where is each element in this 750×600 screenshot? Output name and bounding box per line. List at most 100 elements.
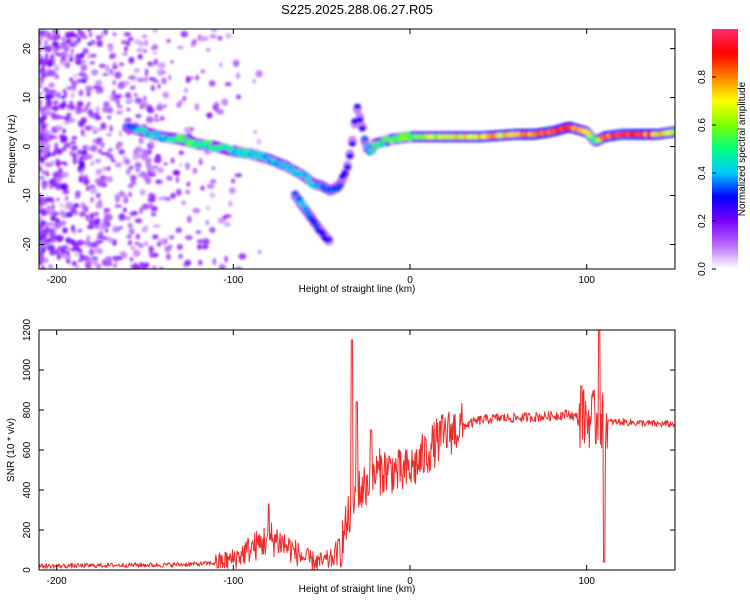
y-tick-label: 1000 bbox=[22, 358, 33, 381]
heatmap-noise-cell bbox=[157, 83, 161, 89]
secondary-track-cell bbox=[304, 210, 312, 216]
heatmap-noise-cell bbox=[45, 145, 51, 153]
heatmap-noise-cell bbox=[66, 112, 72, 117]
heatmap-noise-cell bbox=[103, 208, 111, 213]
secondary-track-cell bbox=[313, 223, 320, 229]
y-tick-label: 1200 bbox=[22, 318, 33, 341]
heatmap-noise-cell bbox=[78, 176, 83, 183]
heatmap-noise-cell bbox=[39, 123, 42, 130]
heatmap-noise-cell bbox=[138, 40, 145, 47]
heatmap-noise-cell bbox=[96, 180, 104, 187]
heatmap-noise-cell bbox=[47, 196, 54, 203]
heatmap-noise-cell bbox=[82, 47, 89, 55]
heatmap-noise-cell bbox=[90, 161, 94, 166]
signal-track-cell bbox=[153, 130, 161, 136]
heatmap-noise-cell bbox=[76, 248, 83, 254]
heatmap-noise-cell bbox=[152, 29, 158, 33]
heatmap-noise-cell bbox=[90, 125, 97, 131]
heatmap-noise-cell bbox=[162, 91, 169, 99]
heatmap-noise-cell bbox=[123, 216, 131, 221]
heatmap-noise-cell bbox=[79, 155, 83, 163]
heatmap-noise-cell bbox=[170, 60, 174, 64]
heatmap-noise-cell bbox=[100, 31, 104, 39]
heatmap-noise-cell bbox=[123, 207, 127, 213]
heatmap-noise-cell bbox=[106, 166, 111, 171]
heatmap-noise-cell bbox=[140, 154, 148, 161]
heatmap-noise-cell bbox=[62, 227, 68, 234]
heatmap-noise-cell bbox=[42, 106, 46, 111]
heatmap-noise-cell bbox=[235, 72, 241, 80]
heatmap-noise-cell bbox=[39, 91, 43, 95]
heatmap-noise-cell bbox=[79, 30, 85, 38]
heatmap-noise-cell bbox=[192, 208, 201, 214]
heatmap-noise-cell bbox=[70, 104, 76, 110]
secondary-track-cell bbox=[325, 236, 333, 242]
y-tick-label: 10 bbox=[22, 92, 33, 104]
heatmap-noise-cell bbox=[60, 103, 65, 110]
heatmap-noise-cell bbox=[134, 218, 143, 224]
heatmap-noise-cell bbox=[129, 97, 134, 104]
heatmap-noise-cell bbox=[206, 183, 215, 189]
heatmap-noise-cell bbox=[80, 78, 87, 84]
heatmap-noise-cell bbox=[138, 136, 144, 145]
heatmap-noise-cell bbox=[70, 92, 75, 99]
heatmap-noise-cell bbox=[96, 247, 103, 255]
heatmap-noise-cell bbox=[212, 258, 217, 266]
heatmap-noise-cell bbox=[82, 205, 89, 213]
heatmap-noise-cell bbox=[206, 48, 211, 52]
signal-track-cell bbox=[349, 141, 356, 147]
heatmap-noise-cell bbox=[208, 80, 216, 87]
heatmap-noise-cell bbox=[61, 190, 70, 195]
heatmap-noise-cell bbox=[122, 160, 129, 164]
signal-track-cell bbox=[304, 176, 312, 182]
heatmap-noise-cell bbox=[184, 259, 192, 266]
heatmap-noise-cell bbox=[45, 238, 52, 242]
heatmap-noise-cell bbox=[94, 111, 100, 116]
heatmap-noise-cell bbox=[42, 133, 49, 137]
heatmap-noise-cell bbox=[127, 183, 134, 189]
signal-track-cell bbox=[235, 148, 243, 154]
heatmap-noise-cell bbox=[118, 226, 124, 230]
heatmap-noise-cell bbox=[71, 260, 78, 267]
heatmap-noise-cell bbox=[158, 266, 164, 269]
heatmap-noise-cell bbox=[41, 58, 48, 66]
heatmap-noise-cell bbox=[125, 168, 131, 176]
heatmap-noise-cell bbox=[135, 114, 142, 119]
heatmap-noise-cell bbox=[70, 241, 79, 246]
heatmap-noise-cell bbox=[39, 30, 45, 35]
heatmap-noise-cell bbox=[198, 158, 203, 166]
heatmap-signal-layer bbox=[122, 103, 675, 246]
heatmap-noise-cell bbox=[61, 171, 69, 178]
heatmap-noise-cell bbox=[39, 148, 42, 153]
heatmap-noise-cell bbox=[201, 244, 209, 250]
heatmap-noise-cell bbox=[77, 36, 82, 42]
heatmap-noise-cell bbox=[186, 181, 190, 187]
x-tick-label: 0 bbox=[407, 576, 413, 587]
heatmap-noise-cell bbox=[126, 234, 132, 239]
heatmap-noise-cell bbox=[92, 258, 98, 266]
heatmap-noise-cell bbox=[39, 39, 42, 47]
heatmap-noise-cell bbox=[88, 248, 95, 256]
y-tick-label: 600 bbox=[22, 441, 33, 458]
heatmap-noise-cell bbox=[163, 104, 167, 108]
y-tick-label: 0 bbox=[22, 143, 33, 149]
heatmap-noise-cell bbox=[106, 151, 111, 159]
heatmap-noise-cell bbox=[99, 175, 107, 182]
heatmap-noise-cell bbox=[40, 66, 46, 72]
heatmap-noise-cell bbox=[110, 158, 116, 163]
heatmap-noise-cell bbox=[223, 214, 232, 219]
heatmap-noise-cell bbox=[185, 189, 191, 195]
heatmap-noise-cell bbox=[46, 68, 51, 72]
heatmap-noise-cell bbox=[127, 240, 133, 246]
heatmap-noise-cell bbox=[44, 52, 49, 60]
heatmap-noise-cell bbox=[256, 138, 262, 145]
heatmap-noise-cell bbox=[43, 30, 51, 38]
heatmap-noise-cell bbox=[47, 150, 51, 158]
heatmap-noise-cell bbox=[109, 53, 117, 57]
heatmap-noise-cell bbox=[124, 194, 129, 202]
heatmap-noise-cell bbox=[94, 225, 101, 230]
heatmap-noise-cell bbox=[103, 29, 108, 36]
heatmap-noise-cell bbox=[107, 115, 112, 120]
y-tick-label: 400 bbox=[22, 481, 33, 498]
